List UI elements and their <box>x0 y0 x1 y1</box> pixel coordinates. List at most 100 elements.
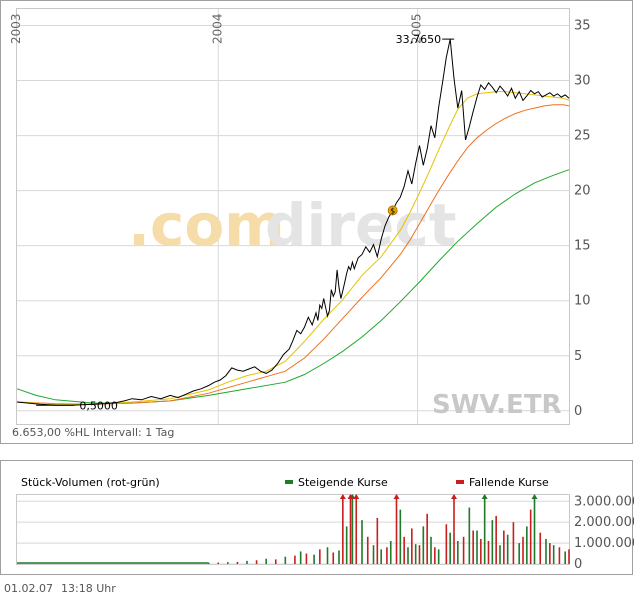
price-y-axis: 0 5 10 15 20 25 30 35 <box>574 19 591 419</box>
volume-bar-down <box>403 536 405 564</box>
volume-bar-up <box>326 547 329 564</box>
high-label: 33,7650 <box>396 33 442 46</box>
volume-bar-down <box>386 547 388 564</box>
volume-bar-up <box>457 541 459 564</box>
volume-bar-down <box>568 549 570 564</box>
volume-bar-up <box>399 509 402 564</box>
volume-bar-up <box>345 526 348 564</box>
year-label: 2003 <box>9 13 23 44</box>
volume-bar-up <box>491 520 494 564</box>
volume-bar-up <box>207 562 210 564</box>
volume-bar-up <box>483 495 486 564</box>
price-tick-label: 20 <box>574 184 591 199</box>
volume-bar-up <box>246 560 248 564</box>
volume-bar-up <box>407 547 409 564</box>
year-label: 2004 <box>210 13 224 44</box>
volume-tick-label: 1.000.000 <box>574 536 634 551</box>
volume-bar-down <box>274 559 277 564</box>
symbol-label: SWV.ETR <box>432 390 562 420</box>
watermark-part1: .com <box>128 191 285 259</box>
volume-bar-down <box>512 522 515 564</box>
volume-bar-up <box>499 545 501 564</box>
volume-bar-down <box>332 552 335 564</box>
legend-up-label: Steigende Kurse <box>298 476 388 489</box>
volume-bar-up <box>468 507 471 564</box>
legend-down-label: Fallende Kurse <box>469 476 549 489</box>
volume-bar-down <box>376 518 379 564</box>
volume-bar-down <box>549 543 551 564</box>
volume-bar-up <box>449 532 451 564</box>
dividend-marker-icon <box>387 205 398 216</box>
annotations: 33,7650 0,5000 $ <box>36 33 455 412</box>
volume-bar-down <box>522 536 524 564</box>
volume-tick-label: 2.000.000 <box>574 515 634 530</box>
volume-bar-down <box>217 562 220 564</box>
volume-bar-down <box>294 555 296 564</box>
volume-bar-up <box>361 520 363 564</box>
volume-bar-down <box>472 530 474 564</box>
volume-bar-up <box>389 541 392 564</box>
volume-bar-down <box>355 495 358 564</box>
price-lines <box>16 38 570 406</box>
volume-bar-up <box>476 530 478 564</box>
volume-bar-up <box>372 545 375 564</box>
volume-tick-label: 0 <box>574 557 582 572</box>
price-tick-label: 25 <box>574 129 591 144</box>
volume-tick-label: 3.000.000 <box>574 494 634 509</box>
volume-bar-up <box>552 545 555 564</box>
volume-bar-down <box>349 495 352 564</box>
footer-time: 13:18 Uhr <box>61 582 116 595</box>
volume-bar-down <box>255 560 258 564</box>
sma-mid-line <box>16 104 570 405</box>
price-grid <box>17 9 569 424</box>
volume-bar-up <box>526 526 528 564</box>
volume-bar-up <box>430 536 432 564</box>
volume-bar-down <box>418 545 421 564</box>
clipped-arrow-icon <box>531 494 538 499</box>
volume-bar-down <box>319 549 321 564</box>
x-axis-years: 2003 2004 2005 <box>9 13 424 44</box>
volume-bar-up <box>414 544 417 564</box>
volume-bars <box>17 494 570 564</box>
clipped-arrow-icon <box>451 494 457 499</box>
clipped-arrow-icon <box>339 494 346 499</box>
price-tick-label: 35 <box>574 19 591 34</box>
volume-bar-up <box>338 550 340 564</box>
watermark: .com direct <box>128 191 456 259</box>
volume-bar-down <box>395 495 398 564</box>
price-line <box>16 38 570 406</box>
volume-bar-up <box>299 551 302 564</box>
price-tick-label: 30 <box>574 74 591 89</box>
volume-bar-down <box>411 528 413 564</box>
legend-down-swatch <box>456 480 464 484</box>
volume-bar-down <box>426 513 428 564</box>
year-label: 2005 <box>410 13 424 44</box>
volume-bar-down <box>480 538 482 564</box>
clipped-arrow-icon <box>481 494 488 499</box>
volume-bar-up <box>506 534 509 564</box>
volume-bar-down <box>445 524 448 564</box>
volume-bar-down <box>236 561 239 564</box>
dividend-marker-label: $ <box>390 206 395 215</box>
volume-y-axis: 0 1.000.000 2.000.000 3.000.000 <box>574 494 634 572</box>
price-tick-label: 10 <box>574 294 591 309</box>
price-tick-label: 15 <box>574 239 591 254</box>
volume-bar-down <box>366 536 369 564</box>
performance-info: 6.653,00 %HL Intervall: 1 Tag <box>12 426 174 439</box>
volume-bar-up <box>545 538 547 564</box>
volume-bar-down <box>434 547 436 564</box>
volume-title: Stück-Volumen (rot-grün) <box>21 476 160 489</box>
watermark-part2: direct <box>265 191 456 259</box>
volume-bar-up <box>227 562 229 564</box>
price-tick-label: 0 <box>574 404 582 419</box>
volume-bar-up <box>313 554 315 564</box>
volume-bar-up <box>265 558 267 564</box>
volume-bar-up <box>422 526 425 564</box>
volume-bar-down <box>342 495 344 564</box>
price-tick-label: 5 <box>574 349 582 364</box>
volume-bar-down <box>529 509 532 564</box>
price-panel-frame <box>0 0 633 444</box>
volume-bar-down <box>305 553 308 564</box>
low-label: 0,5000 <box>79 399 118 412</box>
